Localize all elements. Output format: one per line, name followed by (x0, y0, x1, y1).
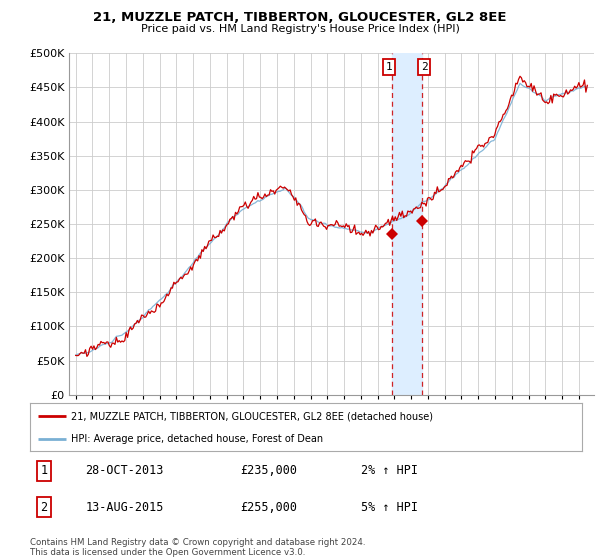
Text: 2: 2 (40, 501, 47, 514)
Text: 1: 1 (40, 464, 47, 478)
Text: 2% ↑ HPI: 2% ↑ HPI (361, 464, 418, 478)
Text: £235,000: £235,000 (240, 464, 297, 478)
Text: 13-AUG-2015: 13-AUG-2015 (85, 501, 164, 514)
Text: Contains HM Land Registry data © Crown copyright and database right 2024.
This d: Contains HM Land Registry data © Crown c… (30, 538, 365, 557)
Text: 2: 2 (421, 62, 427, 72)
Text: Price paid vs. HM Land Registry's House Price Index (HPI): Price paid vs. HM Land Registry's House … (140, 24, 460, 34)
Text: 1: 1 (386, 62, 392, 72)
Bar (392, 53, 422, 395)
Text: HPI: Average price, detached house, Forest of Dean: HPI: Average price, detached house, Fore… (71, 434, 323, 444)
Text: 21, MUZZLE PATCH, TIBBERTON, GLOUCESTER, GL2 8EE: 21, MUZZLE PATCH, TIBBERTON, GLOUCESTER,… (93, 11, 507, 24)
Text: £255,000: £255,000 (240, 501, 297, 514)
Text: 21, MUZZLE PATCH, TIBBERTON, GLOUCESTER, GL2 8EE (detached house): 21, MUZZLE PATCH, TIBBERTON, GLOUCESTER,… (71, 411, 433, 421)
Text: 5% ↑ HPI: 5% ↑ HPI (361, 501, 418, 514)
Text: 28-OCT-2013: 28-OCT-2013 (85, 464, 164, 478)
